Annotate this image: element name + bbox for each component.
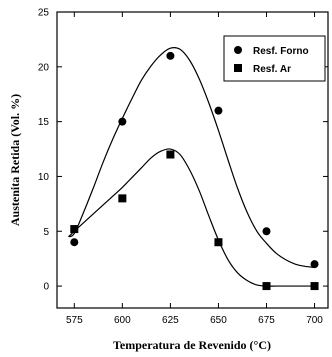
fit-curves bbox=[68, 46, 315, 287]
x-axis-title: Temperatura de Revenido (°C) bbox=[113, 338, 271, 352]
x-tick-label: 650 bbox=[210, 315, 227, 326]
tick-labels: 575 600 625 650 675 700 0 5 10 15 20 25 bbox=[38, 8, 323, 327]
fit-curve-series-1 bbox=[68, 148, 315, 287]
data-point-square bbox=[166, 150, 175, 159]
legend-marker-square bbox=[234, 64, 242, 72]
y-axis-title: Austenita Retida (Vol. %) bbox=[8, 94, 22, 226]
legend-box bbox=[223, 35, 326, 82]
legend-label-resf-ar: Resf. Ar bbox=[253, 64, 291, 75]
x-tick-label: 575 bbox=[66, 315, 83, 326]
x-tick-label: 700 bbox=[306, 315, 323, 326]
data-point-square bbox=[70, 225, 79, 234]
y-tick-label: 15 bbox=[38, 117, 50, 128]
data-point-circle bbox=[166, 51, 175, 60]
y-tick-label: 10 bbox=[38, 172, 50, 183]
legend: Resf. Forno Resf. Ar bbox=[223, 35, 326, 82]
data-point-square bbox=[262, 282, 271, 291]
data-points bbox=[70, 51, 319, 291]
data-point-circle bbox=[262, 227, 271, 236]
data-point-circle bbox=[70, 238, 79, 247]
legend-label-resf-forno: Resf. Forno bbox=[253, 46, 309, 57]
legend-marker-circle bbox=[234, 46, 242, 54]
data-point-circle bbox=[214, 106, 223, 115]
y-tick-label: 20 bbox=[38, 62, 50, 73]
y-tick-label: 25 bbox=[38, 8, 50, 19]
tick-marks bbox=[57, 11, 328, 308]
y-tick-label: 5 bbox=[43, 227, 49, 238]
x-tick-label: 675 bbox=[258, 315, 275, 326]
data-point-circle bbox=[118, 117, 127, 126]
x-tick-label: 625 bbox=[162, 315, 179, 326]
fit-curve-series-0 bbox=[68, 46, 315, 269]
data-point-square bbox=[118, 194, 127, 203]
data-point-square bbox=[214, 238, 223, 247]
y-tick-label: 0 bbox=[43, 282, 49, 293]
x-tick-label: 600 bbox=[114, 315, 131, 326]
data-point-square bbox=[310, 282, 319, 291]
data-point-circle bbox=[310, 260, 319, 269]
